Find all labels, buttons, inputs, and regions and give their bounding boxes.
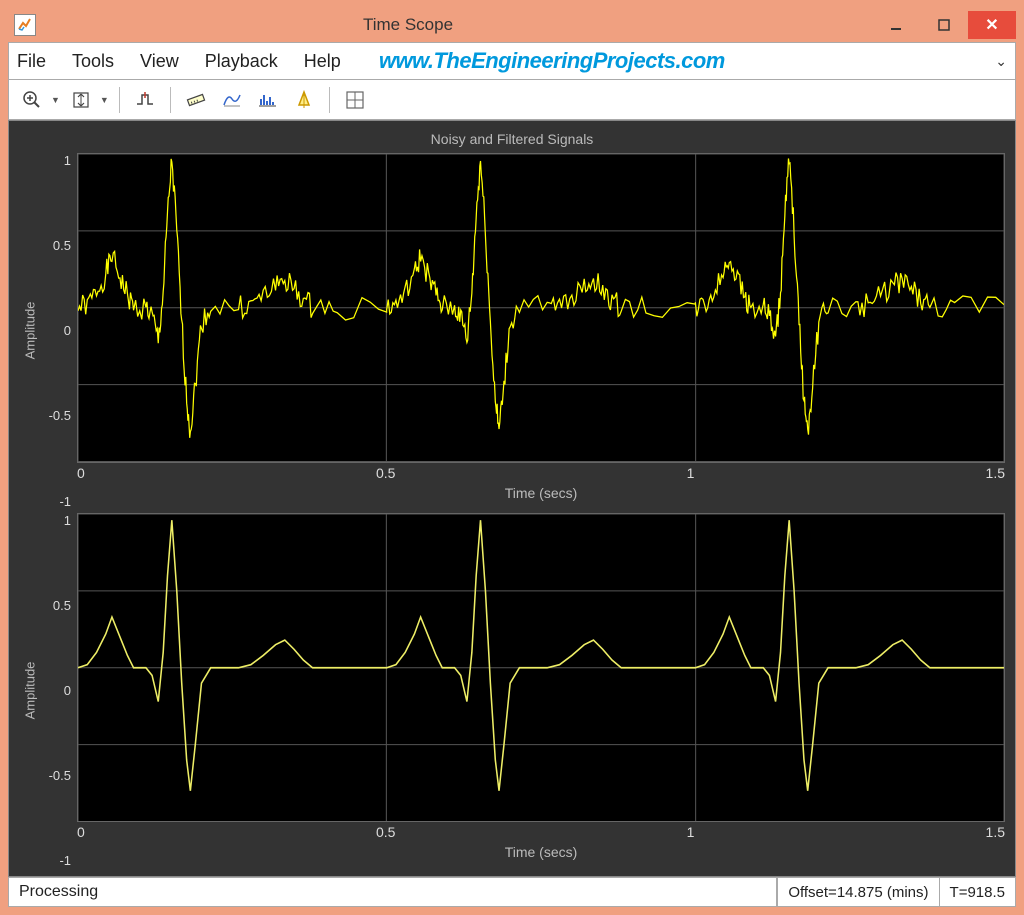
- ylabel: Amplitude: [19, 153, 41, 509]
- noisy-plot-row: Amplitude 1 0.5 0 -0.5 -1 0 0.5 1 1.5 Ti…: [19, 153, 1005, 509]
- app-window: Time Scope ✕ File Tools View Playback He…: [8, 8, 1016, 907]
- xlabel: Time (secs): [77, 485, 1005, 509]
- autoscale-icon[interactable]: [66, 86, 96, 114]
- menubar: File Tools View Playback Help www.TheEng…: [8, 42, 1016, 80]
- menu-playback[interactable]: Playback: [205, 51, 278, 72]
- menu-expand-icon[interactable]: ⌄: [995, 53, 1007, 70]
- titlebar: Time Scope ✕: [8, 8, 1016, 42]
- stats-icon[interactable]: [217, 86, 247, 114]
- autoscale-dropdown-icon[interactable]: ▼: [100, 95, 109, 105]
- watermark-text: www.TheEngineeringProjects.com: [379, 48, 725, 74]
- minimize-button[interactable]: [872, 11, 920, 39]
- toolbar-separator: [329, 87, 330, 113]
- zoom-dropdown-icon[interactable]: ▼: [51, 95, 60, 105]
- status-time: T=918.5: [939, 878, 1015, 906]
- zoom-in-icon[interactable]: [17, 86, 47, 114]
- ylabel: Amplitude: [19, 513, 41, 869]
- menu-file[interactable]: File: [17, 51, 46, 72]
- scope-area: Noisy and Filtered Signals Amplitude 1 0…: [8, 120, 1016, 877]
- cursor-icon[interactable]: [289, 86, 319, 114]
- window-title: Time Scope: [0, 15, 872, 35]
- triggers-icon[interactable]: [130, 86, 160, 114]
- filtered-signal-plot[interactable]: [77, 513, 1005, 823]
- measure-icon[interactable]: [181, 86, 211, 114]
- status-processing: Processing: [9, 878, 777, 906]
- yticks: 1 0.5 0 -0.5 -1: [41, 513, 77, 869]
- spectrum-icon[interactable]: [253, 86, 283, 114]
- toolbar-separator: [170, 87, 171, 113]
- filtered-plot-row: Amplitude 1 0.5 0 -0.5 -1 0 0.5 1 1.5 Ti…: [19, 513, 1005, 869]
- toolbar: ▼ ▼: [8, 80, 1016, 120]
- xticks: 0 0.5 1 1.5: [77, 463, 1005, 485]
- maximize-button[interactable]: [920, 11, 968, 39]
- statusbar: Processing Offset=14.875 (mins) T=918.5: [8, 877, 1016, 907]
- xlabel: Time (secs): [77, 844, 1005, 868]
- yticks: 1 0.5 0 -0.5 -1: [41, 153, 77, 509]
- toolbar-separator: [119, 87, 120, 113]
- menu-help[interactable]: Help: [304, 51, 341, 72]
- noisy-signal-plot[interactable]: [77, 153, 1005, 463]
- menu-view[interactable]: View: [140, 51, 179, 72]
- scope-title: Noisy and Filtered Signals: [19, 129, 1005, 153]
- close-button[interactable]: ✕: [968, 11, 1016, 39]
- window-controls: ✕: [872, 11, 1016, 39]
- menu-tools[interactable]: Tools: [72, 51, 114, 72]
- status-offset: Offset=14.875 (mins): [777, 878, 938, 906]
- layout-icon[interactable]: [340, 86, 370, 114]
- xticks: 0 0.5 1 1.5: [77, 822, 1005, 844]
